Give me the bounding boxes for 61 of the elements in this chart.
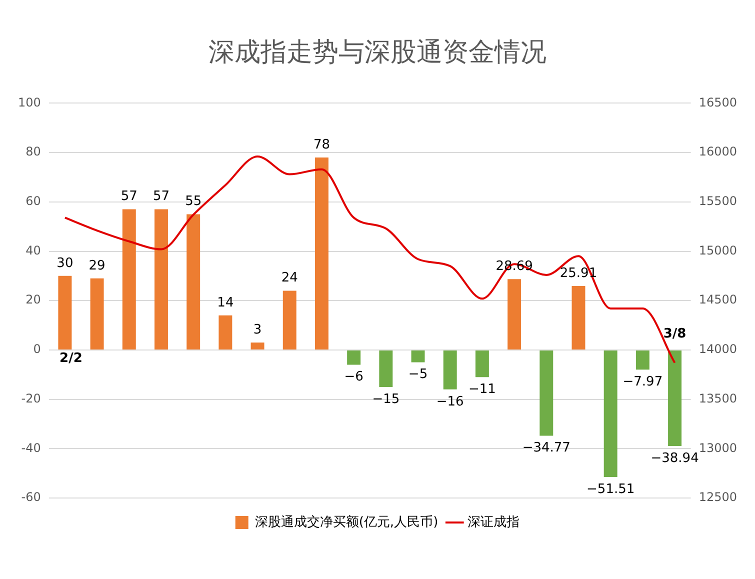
y-tick-label: -40 — [21, 440, 41, 455]
legend-label: 深证成指 — [468, 514, 520, 530]
data-label: 57 — [120, 189, 138, 204]
y-tick-label: 100 — [18, 95, 41, 110]
y2-tick-label: 12500 — [698, 490, 738, 504]
data-label: 57 — [152, 189, 170, 204]
bar — [636, 350, 650, 370]
data-label: −6 — [344, 370, 364, 385]
y-tick-label: 80 — [26, 144, 41, 159]
data-label: −5 — [408, 367, 428, 382]
data-label: −15 — [372, 392, 400, 407]
y-tick-label: 60 — [26, 194, 41, 208]
data-label: 30 — [56, 256, 74, 271]
data-label: −7.97 — [622, 374, 663, 390]
bar — [58, 276, 72, 350]
bar — [314, 157, 328, 350]
data-label: −51.51 — [586, 482, 635, 497]
y-tick-label: -60 — [21, 490, 41, 504]
bar — [186, 214, 200, 350]
data-label: 3 — [253, 322, 262, 338]
bar — [604, 350, 618, 478]
bar — [540, 350, 554, 436]
y2-tick-label: 15500 — [698, 194, 738, 208]
y-tick-label: 20 — [26, 292, 41, 307]
y2-tick-label: 14000 — [698, 342, 738, 356]
y-tick-label: 0 — [33, 342, 41, 356]
y2-tick-label: 16500 — [698, 95, 738, 110]
y2-tick-label: 13500 — [698, 391, 738, 406]
y2-tick-label: 13000 — [698, 440, 738, 455]
data-label: 29 — [88, 258, 106, 274]
bar — [347, 350, 361, 365]
annotation: 2/2 — [60, 350, 82, 366]
chart-title: 深成指走势与深股通资金情况 — [208, 37, 546, 68]
data-label: 24 — [281, 270, 298, 286]
y-tick-label: -20 — [21, 391, 41, 406]
y2-tick-label: 16000 — [698, 144, 738, 159]
data-label: −34.77 — [522, 440, 570, 456]
data-label: −16 — [436, 394, 464, 410]
y-tick-label: 40 — [26, 243, 41, 258]
data-label: 55 — [185, 194, 202, 210]
data-label: 78 — [313, 137, 330, 152]
bar — [475, 350, 489, 378]
bar — [572, 286, 586, 350]
annotation: 3/8 — [663, 326, 686, 342]
bar — [508, 279, 522, 350]
bar — [443, 350, 457, 390]
bar — [122, 209, 136, 350]
bar — [668, 350, 682, 446]
bar — [411, 350, 425, 362]
bar — [154, 209, 168, 350]
bar — [282, 290, 296, 350]
bar — [218, 315, 232, 350]
bar — [250, 342, 264, 350]
y2-tick-label: 15000 — [698, 243, 738, 258]
y2-tick-label: 14500 — [698, 292, 738, 307]
data-label: 14 — [217, 295, 234, 310]
data-label: −11 — [468, 382, 496, 397]
data-label: −38.94 — [650, 450, 699, 466]
bar — [379, 350, 393, 387]
bar — [90, 278, 104, 350]
legend-label: 深股通成交净买额(亿元,人民币) — [254, 514, 438, 530]
